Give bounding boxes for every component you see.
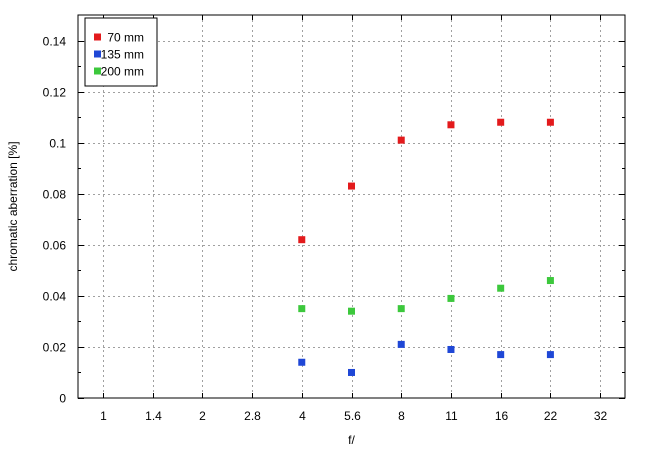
x-tick-label: 1.4 — [145, 409, 162, 423]
point-series-3 — [397, 305, 405, 313]
x-tick-label: 16 — [495, 409, 509, 423]
legend: 70 mm 135 mm 200 mm — [84, 17, 158, 87]
point-series-3 — [298, 305, 306, 313]
legend-marker — [94, 33, 101, 41]
legend-label: 200 mm — [101, 65, 144, 79]
point-series-1 — [397, 136, 405, 144]
point-series-1 — [298, 236, 306, 244]
legend-marker — [94, 50, 101, 58]
x-tick-label: 2.8 — [244, 409, 261, 423]
plot-frame — [77, 14, 626, 399]
x-tick-label: 4 — [299, 409, 306, 423]
grid — [78, 15, 625, 398]
point-series-3 — [497, 284, 505, 292]
point-series-3 — [546, 277, 554, 285]
point-series-3 — [348, 307, 355, 315]
y-tick-label: 0.12 — [43, 86, 67, 100]
y-tick-label: 0.02 — [43, 341, 67, 355]
point-series-2 — [497, 351, 505, 359]
point-series-2 — [546, 351, 554, 359]
legend-entries: 70 mm 135 mm 200 mm — [94, 31, 144, 79]
y-tick-label: 0.14 — [43, 35, 67, 49]
x-tick-labels: 1 1.4 2 2.8 4 5.6 8 11 16 22 32 — [100, 409, 607, 423]
y-tick-label: 0.04 — [43, 290, 67, 304]
y-tick-label: 0.1 — [49, 137, 66, 151]
point-series-3 — [447, 294, 455, 302]
y-axis-title: chromatic aberration [%] — [6, 141, 20, 271]
point-series-2 — [298, 358, 306, 366]
x-tick-label: 11 — [445, 409, 458, 423]
x-tick-label: 5.6 — [344, 409, 361, 423]
y-tick-label: 0.08 — [43, 188, 67, 202]
point-series-1 — [546, 118, 554, 126]
x-axis-title: f/ — [348, 433, 355, 447]
point-series-2 — [348, 368, 355, 376]
data-points — [298, 118, 554, 376]
x-tick-label: 22 — [544, 409, 558, 423]
x-tick-label: 8 — [398, 409, 405, 423]
y-tick-labels: 0 0.02 0.04 0.06 0.08 0.1 0.12 0.14 — [43, 35, 67, 406]
legend-label: 70 mm — [107, 31, 144, 45]
x-tick-label: 32 — [594, 409, 608, 423]
axis-ticks — [78, 15, 625, 399]
y-tick-label: 0 — [59, 392, 66, 406]
point-series-1 — [497, 118, 505, 126]
point-series-2 — [447, 345, 455, 353]
point-series-1 — [447, 121, 455, 129]
x-tick-label: 2 — [199, 409, 206, 423]
point-series-2 — [397, 340, 405, 348]
point-series-1 — [348, 182, 355, 190]
y-tick-label: 0.06 — [43, 239, 67, 253]
legend-marker — [94, 67, 101, 75]
x-tick-label: 1 — [100, 409, 107, 423]
legend-label: 135 mm — [101, 48, 144, 62]
